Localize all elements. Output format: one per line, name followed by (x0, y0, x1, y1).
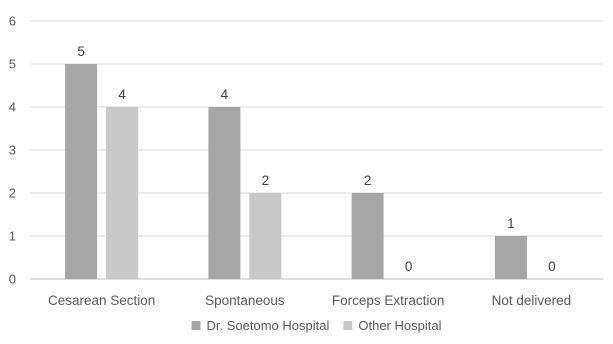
bars (65, 64, 527, 279)
y-tick-label: 0 (9, 272, 16, 287)
data-label: 0 (548, 259, 556, 274)
bar (106, 107, 139, 279)
bar (494, 236, 527, 279)
data-label: 4 (221, 87, 229, 102)
legend-swatch (191, 321, 201, 330)
data-label: 1 (507, 216, 515, 231)
y-tick-label: 1 (9, 229, 16, 244)
category-label: Spontaneous (205, 293, 285, 308)
y-axis-ticks: 0 1 2 3 4 5 6 (9, 14, 16, 287)
legend-item: Dr. Soetomo Hospital (191, 318, 330, 333)
y-tick-label: 4 (9, 100, 16, 115)
data-label: 2 (262, 173, 270, 188)
bar (249, 193, 282, 279)
legend-item: Other Hospital (343, 318, 442, 333)
data-labels: 5 4 4 2 2 0 1 0 (77, 44, 555, 274)
legend: Dr. Soetomo Hospital Other Hospital (191, 318, 442, 333)
legend-label: Dr. Soetomo Hospital (207, 318, 330, 333)
x-axis-categories: Cesarean Section Spontaneous Forceps Extra… (48, 293, 571, 308)
y-tick-label: 3 (9, 143, 16, 158)
data-label: 5 (77, 44, 85, 59)
bar (351, 193, 384, 279)
bar (208, 107, 241, 279)
category-label: Not delivered (492, 293, 572, 308)
category-label: Forceps Extraction (332, 293, 445, 308)
category-label: Cesarean Section (48, 293, 155, 308)
data-label: 2 (364, 173, 372, 188)
y-tick-label: 2 (9, 186, 16, 201)
legend-swatch (343, 321, 353, 330)
data-label: 0 (405, 259, 413, 274)
data-label: 4 (118, 87, 126, 102)
legend-label: Other Hospital (358, 318, 441, 333)
bar (65, 64, 98, 279)
y-tick-label: 6 (9, 14, 16, 29)
y-tick-label: 5 (9, 57, 16, 72)
